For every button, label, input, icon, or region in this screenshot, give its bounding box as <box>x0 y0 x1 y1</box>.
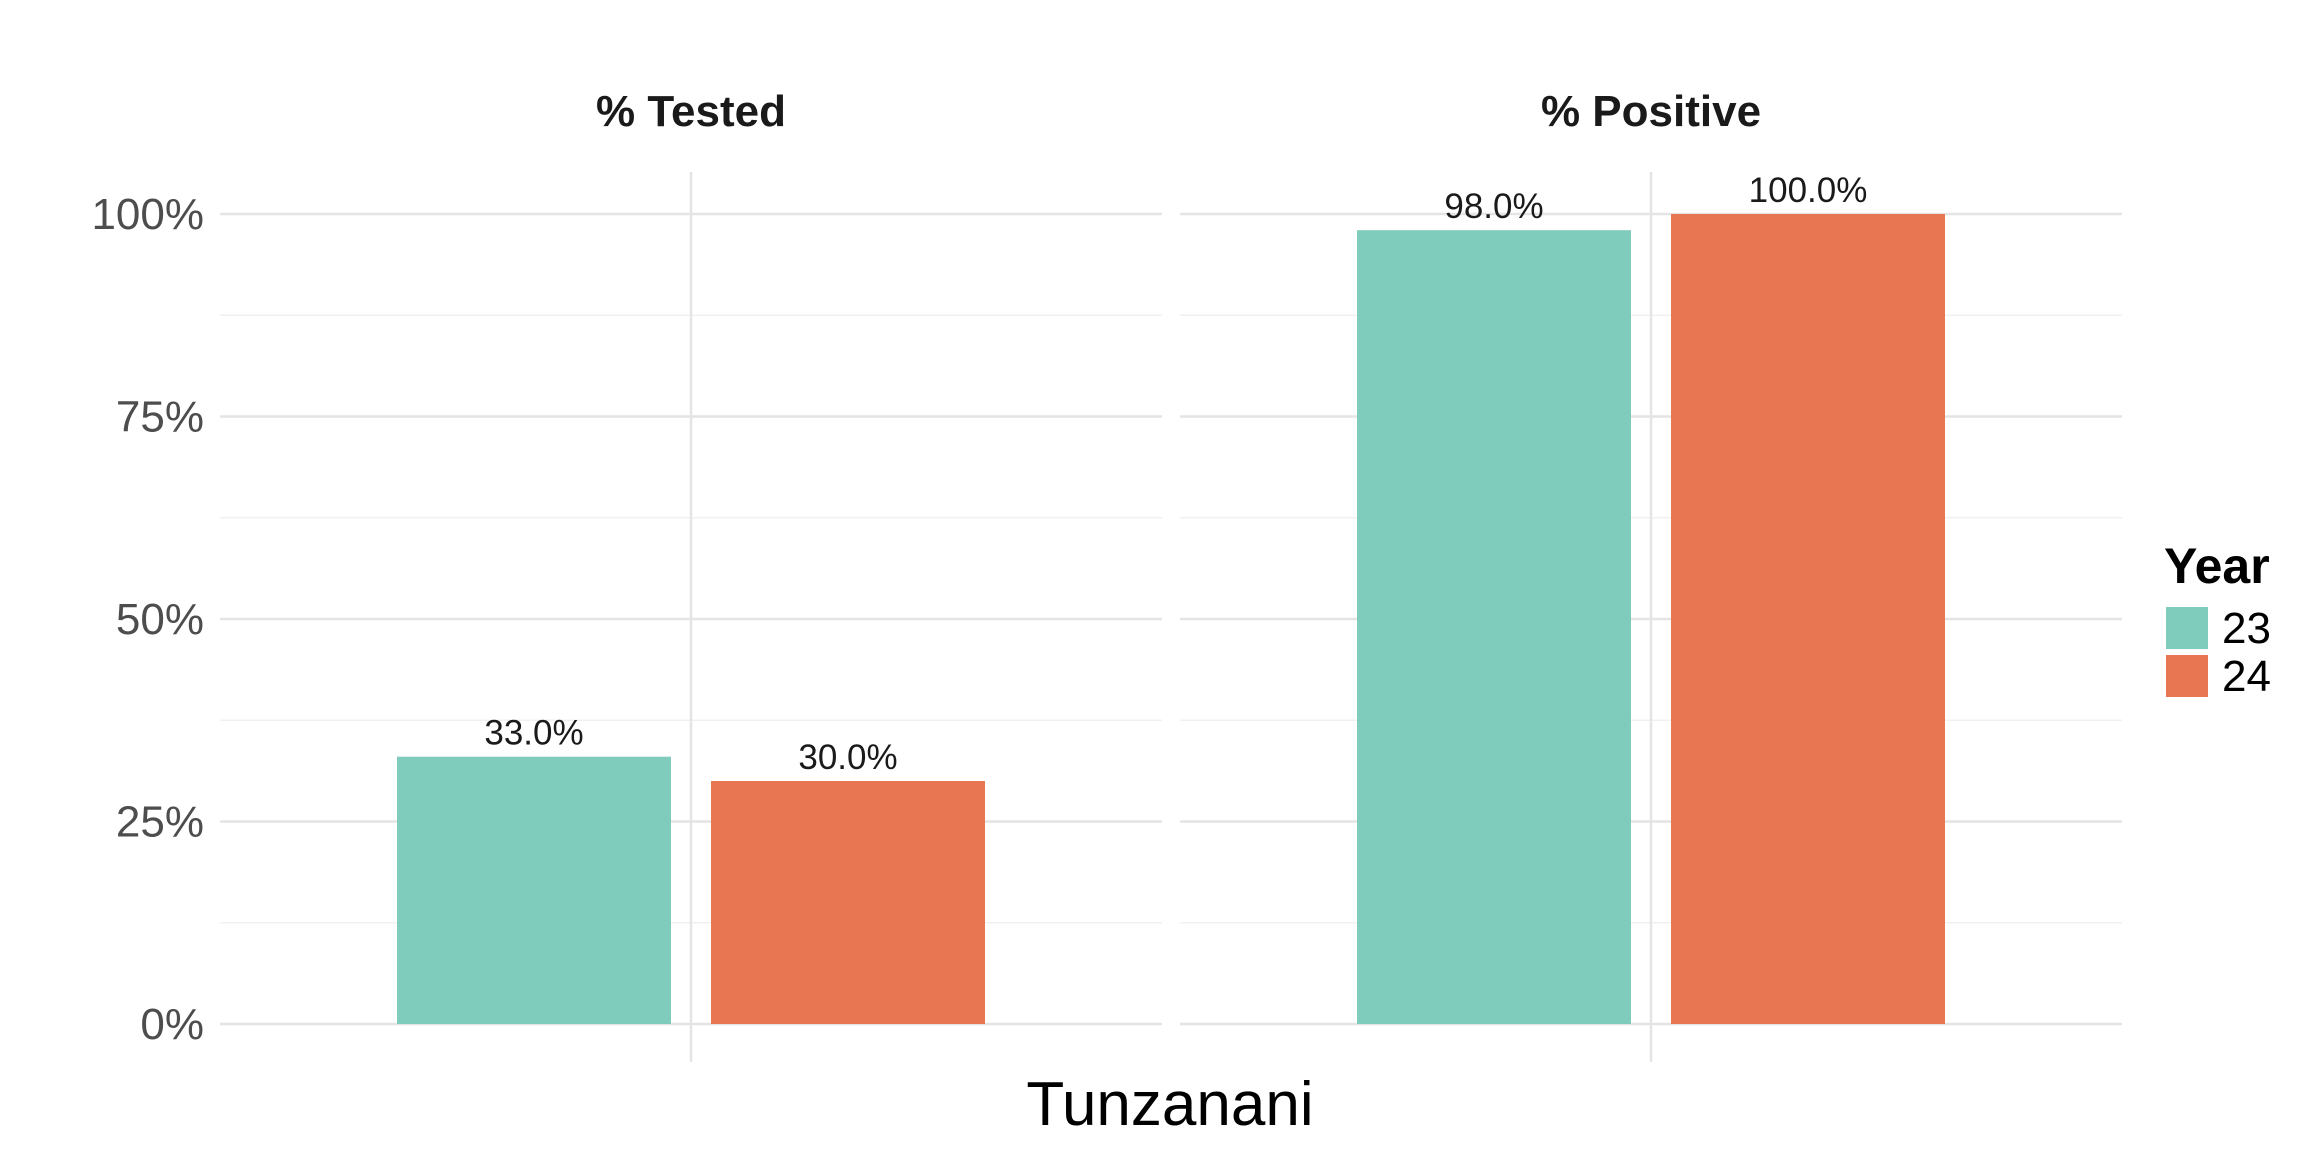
facet-panel: % Tested <box>220 87 1162 1062</box>
bar-value-label: 100.0% <box>1749 171 1868 210</box>
facet-panel: % Positive <box>1180 87 2122 1062</box>
y-tick-label: 75% <box>116 393 204 442</box>
bar <box>711 781 985 1024</box>
legend-title: Year <box>2164 538 2270 594</box>
bar <box>1357 230 1631 1024</box>
bar-value-label: 30.0% <box>798 738 897 777</box>
x-axis-label: Tunzanani <box>1026 1070 1313 1139</box>
y-tick-label: 50% <box>116 595 204 644</box>
facet-title: % Tested <box>596 87 786 136</box>
chart-marks: 33.0% 30.0% 98.0% 100.0% <box>397 171 1945 1024</box>
bar <box>397 756 671 1024</box>
facet-panels: % Tested % Positive <box>220 87 2122 1062</box>
legend-label: 24 <box>2222 652 2271 701</box>
legend-label: 23 <box>2222 604 2271 653</box>
bar-value-label: 98.0% <box>1444 187 1543 226</box>
y-tick-label: 100% <box>91 190 204 239</box>
bar-value-label: 33.0% <box>484 714 583 753</box>
legend-swatch <box>2166 607 2208 649</box>
y-tick-label: 0% <box>140 1000 204 1049</box>
y-axis: 0% 25% 50% 75% 100% <box>91 190 204 1049</box>
facet-title: % Positive <box>1541 87 1761 136</box>
y-tick-label: 25% <box>116 798 204 847</box>
bar <box>1671 214 1945 1024</box>
legend-swatch <box>2166 655 2208 697</box>
